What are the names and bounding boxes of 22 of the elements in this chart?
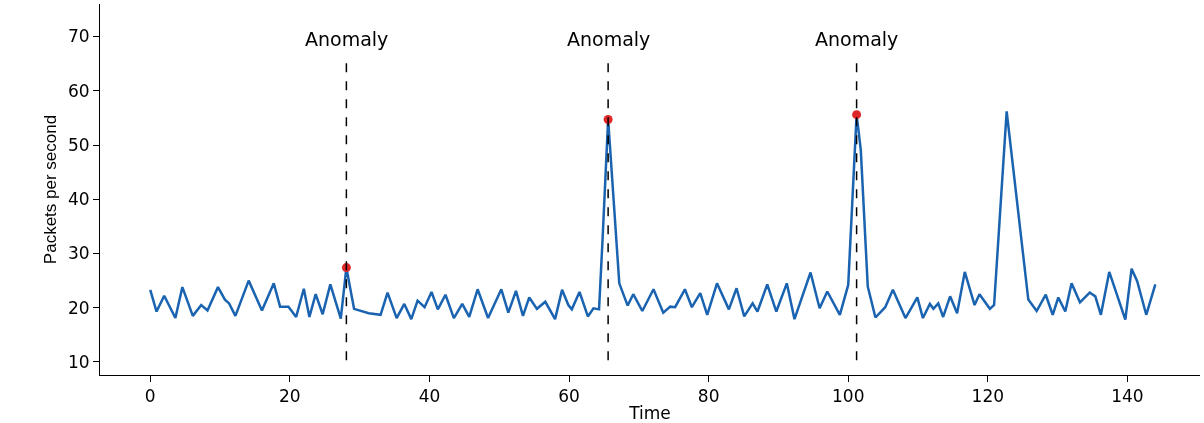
ref-line-label: Anomaly [815,28,899,50]
x-tick-label: 60 [558,386,580,407]
y-tick-label: 20 [67,297,90,318]
x-tick-label: 140 [1111,386,1144,407]
y-tick-label: 50 [67,134,90,155]
ref-line-label: Anomaly [305,28,389,50]
x-tick-label: 120 [971,386,1005,407]
x-tick-label: 100 [831,386,865,407]
x-tick-label: 20 [279,386,301,407]
x-axis-title: Time [628,403,671,423]
line-series [149,110,1157,321]
y-axis-title: Packets per second [41,114,60,265]
y-tick-label: 30 [67,243,90,264]
x-tick-label: 80 [697,386,720,407]
y-tick-label: 70 [67,26,90,47]
y-tick-label: 40 [67,189,90,210]
y-tick-label: 60 [67,80,90,101]
y-tick-label: 10 [67,351,90,372]
point [852,110,862,120]
ref-line-label: Anomaly [567,28,651,50]
x-tick-label: 40 [418,386,441,407]
x-tick-label: 0 [144,386,156,407]
